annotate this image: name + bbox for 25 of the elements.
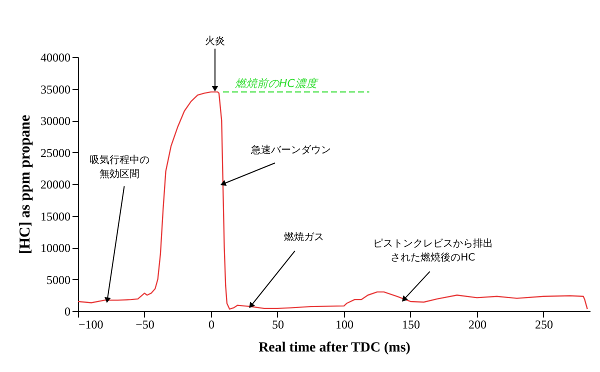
y-tick-label: 5000	[46, 272, 70, 287]
annotation: ピストンクレビスから排出された燃焼後のHC	[372, 238, 493, 264]
y-tick-label: 35000	[40, 82, 70, 96]
x-tick-label: 100	[335, 318, 354, 332]
series-label: 燃焼前のHC濃度	[234, 76, 319, 90]
y-tick-label: 20000	[40, 178, 70, 192]
annotation: 火炎	[204, 34, 225, 47]
x-tick-label: 250	[534, 318, 553, 332]
y-tick-label: 30000	[40, 114, 70, 128]
x-tick-label: 50	[272, 318, 284, 332]
y-axis-title: [HC] as ppm propane	[18, 114, 34, 254]
x-tick-label: 0	[208, 318, 214, 332]
x-tick-label: 150	[402, 318, 420, 332]
annotation: 吸気行程中の無効区間	[89, 154, 150, 180]
y-tick-label: 10000	[40, 241, 70, 255]
x-axis-title: Real time after TDC (ms)	[258, 340, 411, 356]
x-tick-label: 200	[468, 318, 486, 332]
x-tick-label: −50	[136, 318, 154, 332]
annotation: 急速バーンダウン	[250, 144, 331, 156]
y-tick-label: 15000	[40, 209, 70, 224]
x-tick-label: −100	[78, 318, 104, 332]
y-tick-label: 0	[64, 304, 70, 318]
annotation: 燃焼ガス	[284, 230, 324, 243]
y-tick-label: 40000	[40, 50, 70, 64]
y-tick-label: 25000	[40, 146, 70, 160]
